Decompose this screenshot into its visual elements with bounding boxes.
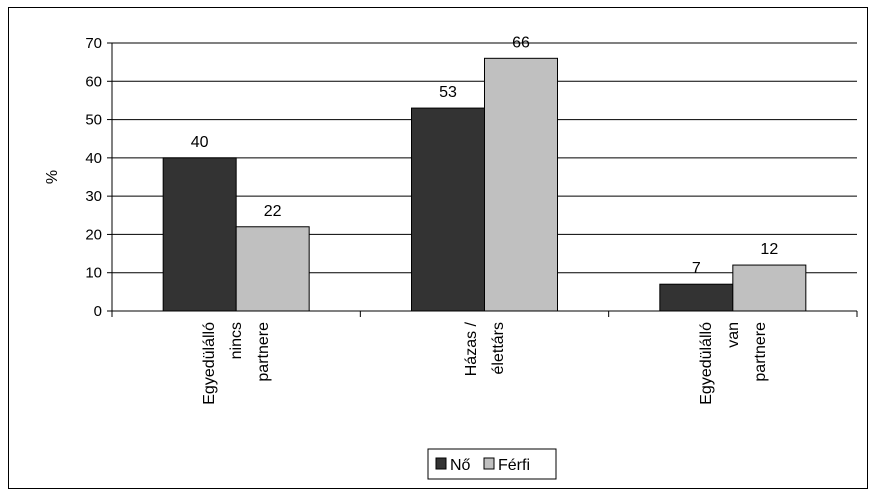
y-axis-title: % — [44, 170, 61, 184]
data-label: 12 — [760, 241, 778, 258]
x-category-label: nincs — [228, 322, 245, 359]
y-tick-label: 0 — [94, 303, 102, 320]
y-tick-label: 70 — [85, 35, 102, 52]
y-tick-label: 10 — [85, 265, 102, 282]
y-tick-label: 20 — [85, 226, 102, 243]
y-tick-label: 60 — [85, 73, 102, 90]
x-category-label: élettárs — [490, 322, 507, 374]
bar-n--0 — [162, 157, 237, 312]
bar-f-rfi-2 — [732, 264, 807, 312]
y-tick-label: 30 — [85, 188, 102, 205]
x-category-label: van — [725, 322, 742, 348]
bar-n--1 — [411, 107, 485, 312]
data-label: 66 — [512, 34, 530, 51]
bar-f-rfi-1 — [484, 57, 558, 312]
bar-n--2 — [659, 283, 734, 312]
x-category-label: partnere — [752, 322, 769, 382]
x-category-label: Egyedülálló — [201, 322, 218, 405]
data-label: 53 — [439, 84, 457, 101]
data-label: 40 — [191, 134, 209, 151]
bar-f-rfi-0 — [235, 226, 310, 312]
x-category-label: Házas / — [463, 321, 480, 376]
x-category-label: partnere — [255, 322, 272, 382]
x-category-label: Egyedülálló — [698, 322, 715, 405]
legend-label: Férfi — [498, 457, 530, 474]
legend-label: Nő — [450, 457, 471, 474]
data-label: 7 — [692, 260, 701, 277]
legend-swatch-f-rfi — [483, 457, 495, 470]
y-tick-label: 40 — [85, 150, 102, 167]
data-label: 22 — [264, 203, 282, 220]
y-tick-label: 50 — [85, 112, 102, 129]
legend-swatch-n- — [435, 457, 447, 470]
